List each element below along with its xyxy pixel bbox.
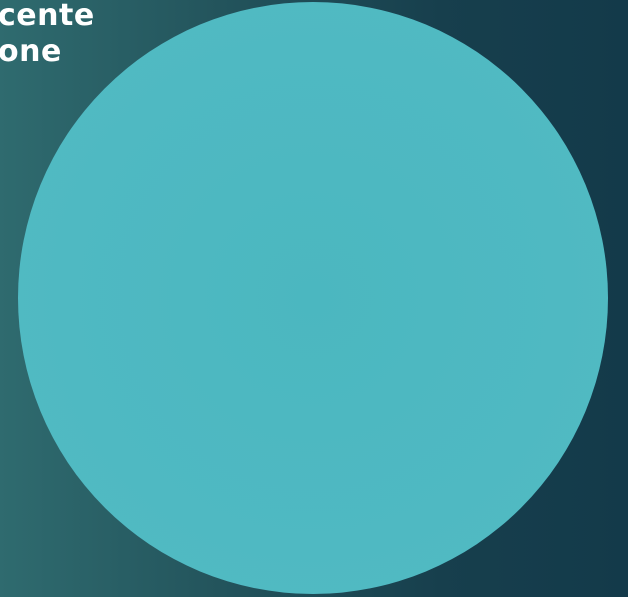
title-line-1: cente: [0, 0, 95, 33]
slide-title: cente one: [0, 0, 200, 70]
title-line-2: one: [0, 34, 62, 69]
decorative-circle: [18, 2, 608, 594]
